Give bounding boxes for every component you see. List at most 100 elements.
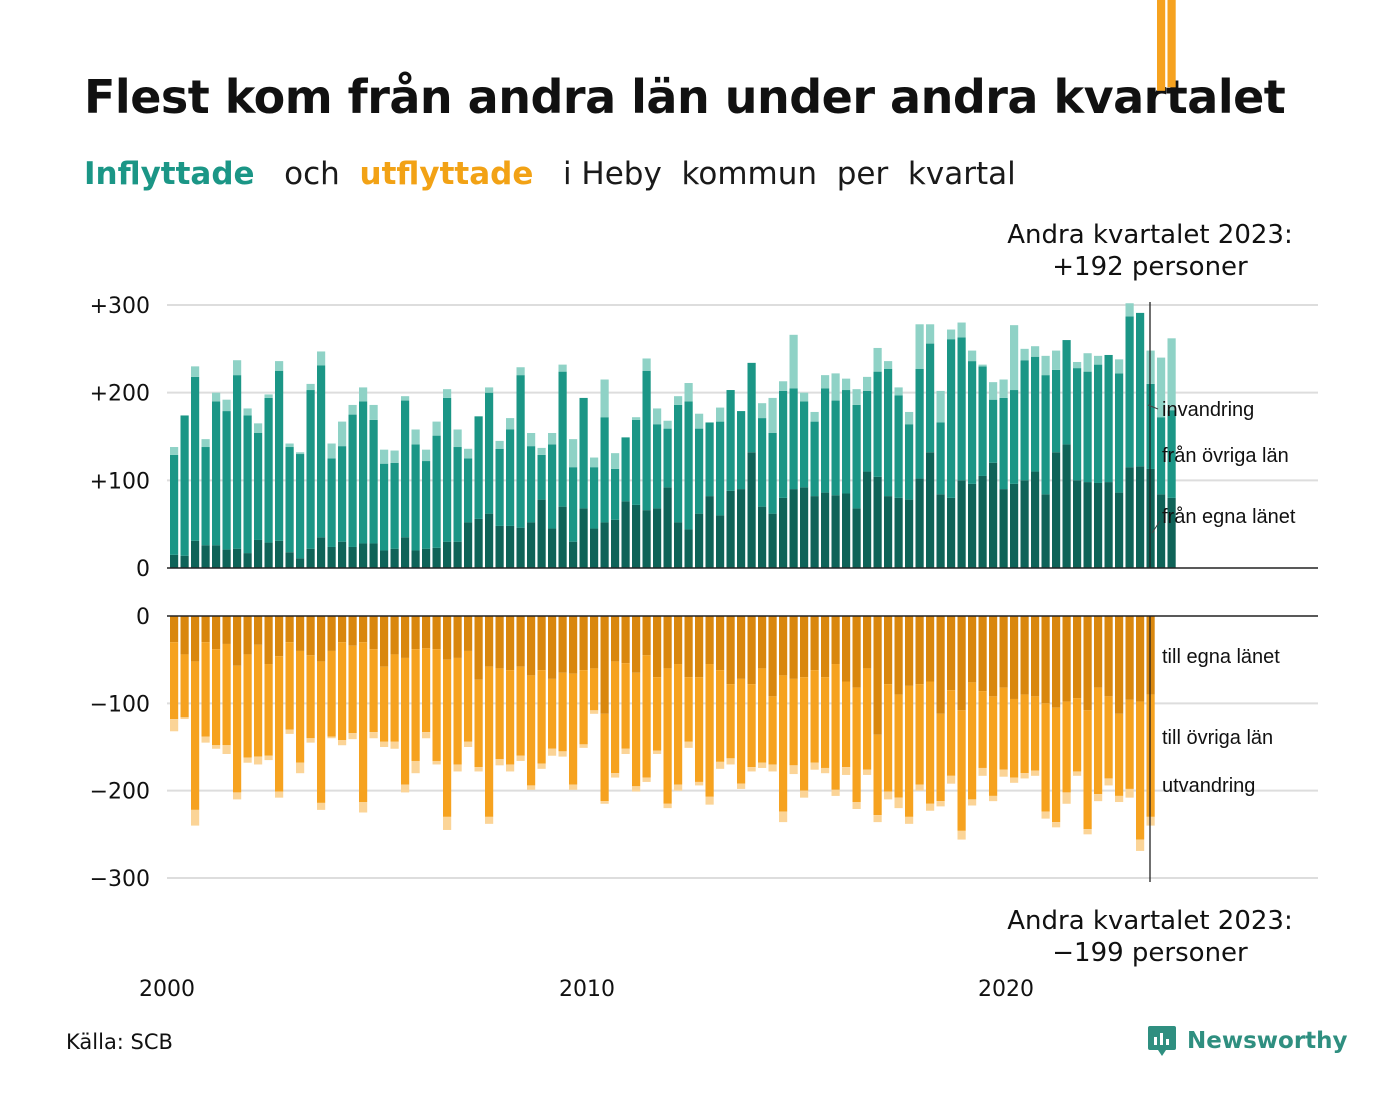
- bar-in-own: [233, 548, 242, 568]
- bar-in-immigration: [516, 367, 525, 376]
- bar-out-emigration: [317, 802, 326, 810]
- bar-out-other: [338, 642, 347, 741]
- bar-in-other: [590, 467, 599, 529]
- bar-out-own: [264, 616, 273, 665]
- bar-in-immigration: [359, 387, 368, 402]
- newsworthy-logo[interactable]: Newsworthy: [1147, 1024, 1348, 1058]
- bar-in-other: [537, 454, 546, 500]
- bar-out-emigration: [296, 762, 305, 774]
- bar-in-own: [863, 471, 872, 568]
- bar-in-own: [212, 545, 221, 568]
- bar-in-own: [852, 508, 861, 568]
- y-tick-label: +100: [90, 469, 150, 494]
- bar-in-own: [285, 552, 294, 568]
- bar-out-other: [590, 668, 599, 711]
- bar-in-own: [884, 496, 893, 568]
- bar-out-emigration: [506, 764, 515, 772]
- bar-out-other: [1136, 701, 1145, 840]
- bar-in-immigration: [527, 432, 536, 447]
- bar-out-other: [548, 678, 557, 749]
- bar-in-own: [569, 541, 578, 568]
- bar-out-other: [506, 670, 515, 765]
- bar-out-own: [936, 616, 945, 714]
- bar-in-own: [936, 494, 945, 568]
- bar-out-other: [296, 650, 305, 763]
- bar-in-own: [632, 504, 641, 568]
- bar-out-own: [800, 616, 809, 678]
- bar-out-emigration: [390, 741, 399, 749]
- bar-in-own: [1010, 483, 1019, 568]
- bar-out-other: [978, 691, 987, 768]
- bar-out-own: [621, 616, 630, 664]
- bar-out-emigration: [243, 757, 252, 763]
- bar-out-other: [810, 670, 819, 763]
- bar-in-own: [1094, 482, 1103, 568]
- bar-out-emigration: [758, 762, 767, 768]
- bar-out-other: [411, 649, 420, 761]
- bar-out-own: [464, 616, 473, 651]
- bar-in-own: [831, 495, 840, 568]
- bar-in-immigration: [432, 421, 441, 436]
- bar-in-own: [390, 548, 399, 568]
- bar-out-other: [212, 649, 221, 746]
- bar-out-emigration: [810, 762, 819, 770]
- bar-out-own: [674, 616, 683, 665]
- bar-out-own: [201, 616, 210, 643]
- bar-out-other: [758, 668, 767, 763]
- bar-in-own: [1136, 466, 1145, 568]
- y-tick-label: +200: [90, 382, 150, 407]
- bar-in-other: [1031, 356, 1040, 472]
- bar-out-own: [663, 616, 672, 669]
- bar-in-other: [579, 397, 588, 509]
- bar-out-own: [1073, 616, 1082, 699]
- bar-out-emigration: [978, 767, 987, 776]
- bar-in-immigration: [1115, 359, 1124, 374]
- bar-in-immigration: [863, 376, 872, 391]
- bar-in-immigration: [348, 404, 357, 415]
- bar-in-own: [989, 462, 998, 568]
- bar-in-own: [485, 513, 494, 568]
- bar-out-other: [1157, 0, 1166, 91]
- bar-out-other: [600, 713, 609, 802]
- bar-out-own: [758, 616, 767, 669]
- bar-out-other: [1125, 699, 1134, 789]
- bar-in-immigration: [1041, 355, 1050, 376]
- bar-out-emigration: [537, 763, 546, 769]
- bar-out-own: [306, 616, 315, 656]
- bar-out-emigration: [705, 796, 714, 805]
- bar-in-immigration: [968, 350, 977, 362]
- bar-in-other: [926, 343, 935, 453]
- bar-in-own: [653, 508, 662, 568]
- bar-out-other: [621, 663, 630, 749]
- bar-out-emigration: [1073, 771, 1082, 776]
- bar-in-other: [1010, 390, 1019, 484]
- bar-out-other: [285, 642, 294, 730]
- bar-in-immigration: [947, 329, 956, 340]
- bar-out-emigration: [674, 784, 683, 791]
- bar-in-other: [915, 368, 924, 479]
- bar-in-other: [905, 424, 914, 500]
- bar-in-immigration: [317, 351, 326, 366]
- bar-in-immigration: [1083, 353, 1092, 372]
- bar-in-other: [317, 365, 326, 538]
- bar-out-emigration: [852, 802, 861, 810]
- bar-in-other: [432, 435, 441, 548]
- x-tick-label: 2020: [978, 977, 1034, 1000]
- bar-out-other: [1010, 698, 1019, 778]
- annotation-top-line1: Andra kvartalet 2023:: [1007, 220, 1292, 250]
- bar-in-own: [915, 478, 924, 568]
- bar-in-immigration: [1052, 350, 1061, 370]
- bar-out-other: [443, 659, 452, 817]
- bar-out-other: [800, 677, 809, 791]
- bar-out-own: [453, 616, 462, 658]
- bar-in-immigration: [380, 449, 389, 464]
- bar-out-own: [1052, 616, 1061, 708]
- bar-out-emigration: [800, 790, 809, 798]
- bar-out-own: [285, 616, 294, 643]
- bar-out-other: [873, 734, 882, 816]
- bar-out-emigration: [894, 797, 903, 809]
- bar-in-other: [653, 424, 662, 509]
- bar-in-other: [254, 432, 263, 540]
- bar-in-other: [285, 447, 294, 553]
- bar-out-other: [558, 672, 567, 752]
